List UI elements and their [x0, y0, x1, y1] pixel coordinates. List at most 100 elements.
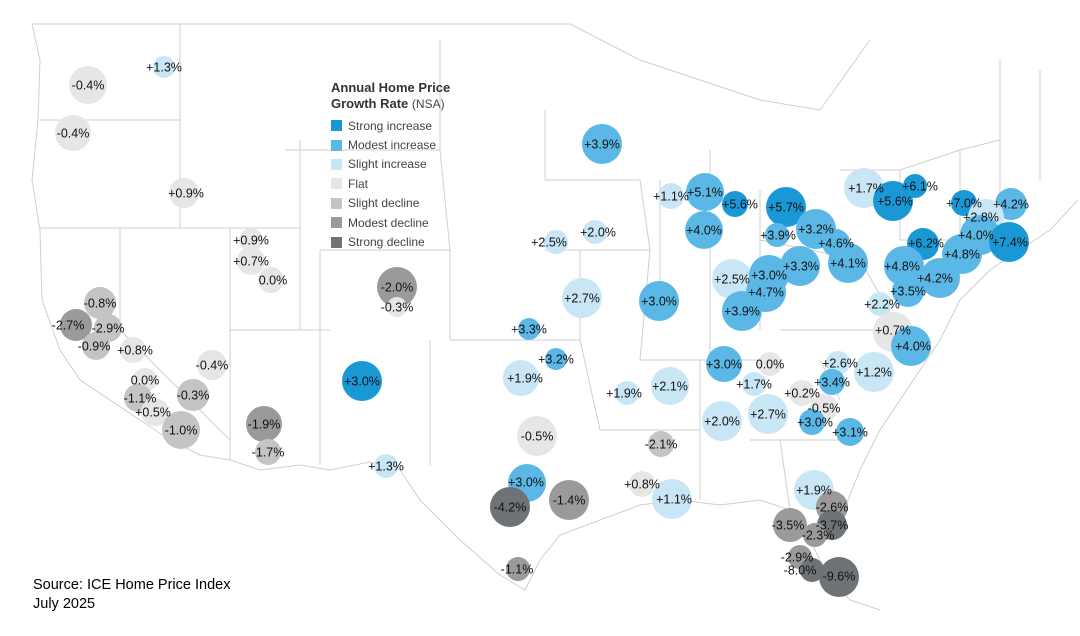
- market-bubble: [686, 173, 724, 211]
- market-label: -3.5%: [772, 519, 805, 533]
- market-bubble: [517, 416, 557, 456]
- market-label: +1.9%: [507, 372, 543, 386]
- market-label: -0.3%: [381, 301, 414, 315]
- legend-item-flat: Flat: [331, 174, 491, 193]
- market-label: +2.5%: [714, 273, 750, 287]
- source-date: July 2025: [33, 596, 96, 612]
- market-label: -0.3%: [177, 389, 210, 403]
- legend-item-modest-decline: Modest decline: [331, 213, 491, 232]
- market-label: +4.0%: [958, 229, 994, 243]
- market-bubble: [544, 230, 568, 254]
- market-label: +1.2%: [856, 366, 892, 380]
- market-bubble: [342, 361, 382, 401]
- market-bubble: [706, 346, 742, 382]
- market-bubble: [377, 267, 417, 307]
- market-label: +0.5%: [135, 406, 171, 420]
- market-label: +3.0%: [706, 358, 742, 372]
- market-label: +3.0%: [797, 416, 833, 430]
- market-label: +6.1%: [902, 180, 938, 194]
- legend-item-strong-increase: Strong increase: [331, 116, 491, 135]
- market-bubble: [162, 411, 200, 449]
- market-bubble: [648, 431, 674, 457]
- market-label: +3.2%: [798, 223, 834, 237]
- legend-label: Slight decline: [348, 196, 420, 211]
- market-label: +3.3%: [511, 323, 547, 337]
- market-label: +7.0%: [946, 197, 982, 211]
- market-bubble: [177, 379, 209, 411]
- market-bubble: [892, 275, 924, 307]
- market-bubble: [685, 211, 723, 249]
- market-label: +5.7%: [768, 201, 804, 215]
- market-bubble: [55, 115, 91, 151]
- market-label: +4.7%: [748, 286, 784, 300]
- market-label: +5.6%: [877, 195, 913, 209]
- market-label: -2.9%: [781, 551, 814, 565]
- legend-item-strong-decline: Strong decline: [331, 232, 491, 251]
- market-label: -0.9%: [78, 340, 111, 354]
- market-label: 0.0%: [259, 274, 288, 288]
- market-bubble: [658, 183, 684, 209]
- market-bubble: [82, 332, 110, 360]
- market-label: -2.0%: [381, 281, 414, 295]
- market-label: +3.2%: [538, 353, 574, 367]
- market-label: +1.3%: [368, 460, 404, 474]
- market-label: +3.3%: [783, 260, 819, 274]
- legend-swatch: [331, 236, 342, 248]
- market-bubble: [748, 394, 788, 434]
- market-bubble: [503, 360, 539, 396]
- market-bubble: [518, 318, 540, 340]
- market-label: +1.1%: [656, 493, 692, 507]
- market-bubble: [615, 381, 639, 405]
- market-label: +0.7%: [875, 324, 911, 338]
- legend-label: Modest increase: [348, 138, 437, 153]
- market-bubble: [237, 247, 265, 275]
- legend-title-line2: Growth Rate: [331, 96, 409, 111]
- source-line: Source: ICE Home Price Index: [33, 577, 231, 593]
- market-label: +2.8%: [963, 211, 999, 225]
- legend-title: Annual Home Price Growth Rate (NSA): [331, 80, 491, 112]
- market-label: -8.0%: [784, 564, 817, 578]
- source-note: Source: ICE Home Price Index July 2025: [33, 576, 230, 614]
- market-bubble: [387, 297, 407, 317]
- market-bubble: [819, 557, 859, 597]
- market-bubble: [766, 187, 806, 227]
- market-label: -2.7%: [52, 319, 85, 333]
- market-label: +3.1%: [832, 426, 868, 440]
- market-label: +3.0%: [344, 375, 380, 389]
- legend-label: Strong decline: [348, 235, 425, 250]
- market-bubble: [506, 557, 530, 581]
- market-bubble: [868, 292, 892, 316]
- market-label: +1.9%: [796, 484, 832, 498]
- market-bubble: [819, 369, 845, 395]
- market-bubble: [854, 352, 894, 392]
- market-label: +4.1%: [830, 257, 866, 271]
- market-label: +2.2%: [864, 298, 900, 312]
- market-label: +3.9%: [584, 138, 620, 152]
- market-label: -1.4%: [553, 494, 586, 508]
- market-label: +0.7%: [233, 255, 269, 269]
- legend-label: Modest decline: [348, 215, 429, 230]
- market-bubble: [799, 409, 825, 435]
- market-label: +2.6%: [822, 357, 858, 371]
- market-bubble: [84, 287, 116, 319]
- market-label: -0.4%: [196, 359, 229, 373]
- market-label: +0.8%: [624, 478, 660, 492]
- market-bubble: [712, 259, 752, 299]
- market-bubble: [722, 291, 762, 331]
- legend-item-modest-increase: Modest increase: [331, 135, 491, 154]
- legend-title-line1: Annual Home Price: [331, 80, 451, 95]
- market-bubble: [884, 246, 924, 286]
- market-bubble: [583, 220, 607, 244]
- market-label: +1.1%: [653, 190, 689, 204]
- market-bubble: [789, 380, 815, 406]
- legend-item-slight-decline: Slight decline: [331, 194, 491, 213]
- market-bubble: [169, 178, 199, 208]
- market-bubble: [836, 418, 864, 446]
- market-bubble: [582, 124, 622, 164]
- market-label: +5.1%: [687, 186, 723, 200]
- legend-swatch: [331, 139, 342, 151]
- market-bubble: [490, 487, 530, 527]
- market-bubble: [629, 471, 655, 497]
- market-bubble: [722, 191, 748, 217]
- market-bubble: [702, 401, 742, 441]
